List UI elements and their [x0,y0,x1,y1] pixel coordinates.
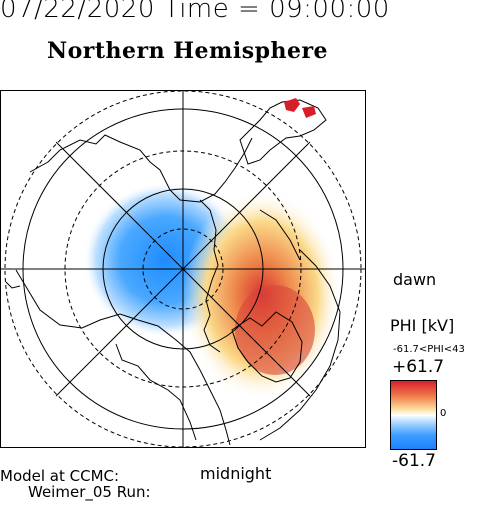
colorbar-range: -61.7<PHI<43 [393,344,465,355]
footer-run: Weimer_05 Run: [28,483,151,501]
colorbar [390,380,437,450]
colorbar-max-label: +61.7 [392,357,445,377]
dawn-label: dawn [393,270,437,289]
meridian-lines [0,90,366,448]
colorbar-title: PHI [kV] [390,316,455,335]
continent-outlines [5,99,341,446]
datetime-header: 07/22/2020 Time = 09:00:00 [0,0,390,24]
midnight-label: midnight [200,464,272,483]
colorbar-min-label: -61.7 [392,451,436,471]
red-mark-cluster [284,98,316,118]
map-title: Northern Hemisphere [47,38,329,64]
polar-map [0,90,366,448]
footer-model: Model at CCMC: [0,467,120,485]
colorbar-mid-label: 0 [440,408,447,419]
